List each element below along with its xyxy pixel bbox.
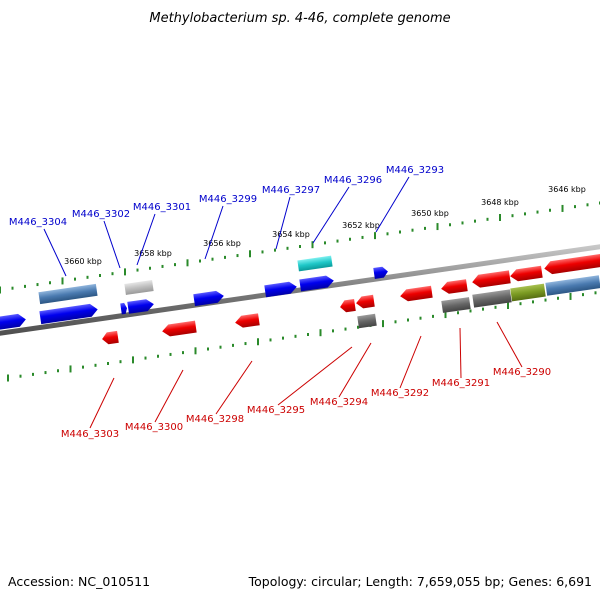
leader-line-minus xyxy=(496,321,523,368)
gene-label-plus[interactable]: M446_3297 xyxy=(262,185,320,196)
gene-feature-plus[interactable] xyxy=(120,302,128,315)
leader-line-minus xyxy=(338,342,372,398)
leader-line-plus xyxy=(204,205,224,260)
leader-line-plus xyxy=(43,228,67,277)
tick-label: 3658 kbp xyxy=(134,249,172,258)
gene-feature-minus[interactable] xyxy=(471,270,511,288)
gene-label-plus[interactable]: M446_3301 xyxy=(133,202,191,213)
gene-feature-minus[interactable] xyxy=(355,294,375,309)
leader-line-plus xyxy=(312,186,350,244)
tick-label: 3656 kbp xyxy=(203,239,241,248)
tick-label: 3652 kbp xyxy=(342,221,380,230)
leader-lines xyxy=(43,176,523,429)
gene-label-plus[interactable]: M446_3293 xyxy=(386,165,444,176)
gene-label-minus[interactable]: M446_3303 xyxy=(61,429,119,440)
gene-label-minus[interactable]: M446_3291 xyxy=(432,378,490,389)
leader-line-minus xyxy=(154,369,184,423)
gene-label-minus[interactable]: M446_3292 xyxy=(371,388,429,399)
gene-feature-steel[interactable] xyxy=(545,275,600,296)
gene-feature-plus[interactable] xyxy=(193,290,224,307)
leader-line-minus xyxy=(399,335,422,389)
tick-label: 3648 kbp xyxy=(481,198,519,207)
tick-row-lower xyxy=(7,291,597,382)
gene-feature-gray[interactable] xyxy=(357,313,377,329)
gene-label-plus[interactable]: M446_3302 xyxy=(72,209,130,220)
gene-feature-minus[interactable] xyxy=(339,298,356,313)
gene-feature-minus[interactable] xyxy=(543,253,600,275)
gene-feature-plus[interactable] xyxy=(264,281,297,298)
gene-feature-light[interactable] xyxy=(124,280,154,295)
gene-feature-plus[interactable] xyxy=(373,266,388,279)
leader-line-plus xyxy=(375,176,410,233)
gene-label-plus[interactable]: M446_3299 xyxy=(199,194,257,205)
gene-feature-minus[interactable] xyxy=(509,265,543,282)
gene-feature-cyan[interactable] xyxy=(297,255,333,272)
gene-feature-minus[interactable] xyxy=(101,330,119,345)
gene-feature-minus[interactable] xyxy=(234,313,260,328)
tick-label: 3646 kbp xyxy=(548,185,586,194)
gene-feature-gray[interactable] xyxy=(441,297,471,313)
gene-label-plus[interactable]: M446_3296 xyxy=(324,175,382,186)
feature-group xyxy=(0,253,600,345)
gene-feature-gray[interactable] xyxy=(472,289,512,308)
leader-line-plus xyxy=(136,213,156,266)
accession-text: Accession: NC_010511 xyxy=(8,574,150,589)
tick-label-group: 3660 kbp 3658 kbp 3656 kbp 3654 kbp 3652 kbp… xyxy=(64,185,586,266)
leader-line-plus xyxy=(103,220,121,269)
gene-label-minus[interactable]: M446_3300 xyxy=(125,422,183,433)
gene-feature-plus[interactable] xyxy=(39,303,98,325)
gene-label-minus[interactable]: M446_3294 xyxy=(310,397,368,408)
gene-label-minus[interactable]: M446_3295 xyxy=(247,405,305,416)
gene-feature-minus[interactable] xyxy=(161,320,197,338)
gene-label-plus[interactable]: M446_3304 xyxy=(9,217,67,228)
genome-backbone xyxy=(0,244,600,336)
topology-summary: Topology: circular; Length: 7,659,055 bp… xyxy=(248,574,592,589)
tick-label: 3654 kbp xyxy=(272,230,310,239)
leader-line-plus xyxy=(275,196,291,250)
leader-line-minus xyxy=(215,360,253,415)
leader-line-minus xyxy=(89,377,115,429)
gene-feature-plus[interactable] xyxy=(299,275,334,292)
tick-label: 3650 kbp xyxy=(411,209,449,218)
gene-feature-steel[interactable] xyxy=(38,283,98,305)
gene-feature-plus[interactable] xyxy=(0,313,27,331)
gene-feature-minus[interactable] xyxy=(440,279,468,295)
tick-row-upper xyxy=(0,201,600,294)
leader-line-minus xyxy=(277,346,353,406)
map-title: Methylobacterium sp. 4-46, complete geno… xyxy=(149,11,450,26)
gene-label-minus[interactable]: M446_3290 xyxy=(493,367,551,378)
gene-label-minus[interactable]: M446_3298 xyxy=(186,414,244,425)
gene-feature-minus[interactable] xyxy=(399,285,433,302)
leader-line-minus xyxy=(459,327,462,379)
tick-label: 3660 kbp xyxy=(64,257,102,266)
gene-feature-olive[interactable] xyxy=(510,283,546,302)
gene-feature-plus[interactable] xyxy=(127,298,154,314)
